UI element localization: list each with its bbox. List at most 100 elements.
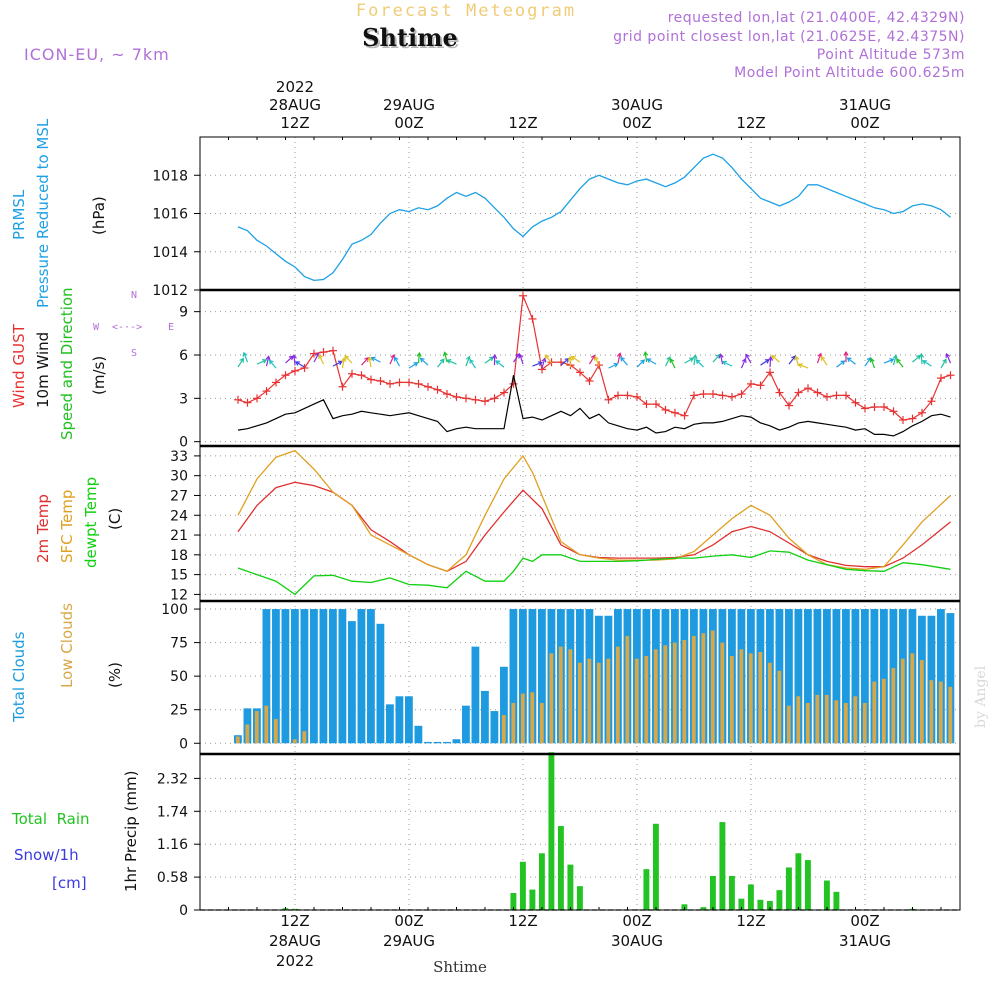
ytick-label: 1.74	[157, 804, 188, 820]
total-cloud-bar	[861, 609, 869, 744]
rain-bar	[795, 853, 802, 910]
wind-arrow-head	[344, 355, 350, 360]
rain-bar	[510, 892, 517, 910]
wind-arrow-head	[537, 361, 543, 367]
low-cloud-bar	[596, 662, 601, 744]
wind-arrow-head	[370, 356, 376, 362]
total-cloud-bar	[414, 725, 423, 744]
ytick-label: 21	[170, 528, 188, 544]
wind-arrow	[484, 356, 494, 364]
location-title-shadow: Shtime	[364, 25, 460, 54]
ytick-label: 6	[179, 348, 188, 364]
wind-arrow	[361, 357, 369, 366]
ytick-label: 1016	[152, 207, 188, 223]
wind-unit: (m/s)	[90, 356, 108, 395]
pressure-ylabel: PRMSL Pressure Reduced to MSL	[10, 118, 52, 308]
rain-bar	[738, 898, 745, 910]
time-label-bottom: 28AUG	[269, 932, 321, 950]
total-cloud-bar	[785, 609, 793, 744]
low-cloud-bar	[748, 653, 753, 744]
time-label-top: 00Z	[394, 114, 423, 132]
dewtemp-line	[237, 550, 951, 596]
wind-arrow	[443, 352, 448, 363]
wind-arrow-head	[692, 354, 698, 360]
product-title: Forecast Meteogram	[356, 1, 576, 21]
rain-bar	[823, 880, 830, 910]
wind-ylabel: 10m Wind	[34, 332, 52, 408]
time-label-top: 12Z	[280, 114, 309, 132]
ytick-label: 27	[170, 488, 188, 504]
ytick-label: 33	[170, 449, 188, 465]
wind-arrow	[892, 355, 897, 366]
temp2m-line	[237, 481, 951, 573]
wind-arrow-head	[840, 360, 846, 366]
low-cloud-bar	[682, 639, 687, 744]
wind-arrow	[447, 359, 457, 365]
ytick-label: 18	[170, 548, 188, 564]
wind-arrow-head	[643, 351, 649, 357]
wind-arrow-head	[646, 358, 652, 363]
wind-arrow	[394, 357, 401, 367]
compass-arrows: <-·->	[112, 322, 142, 333]
wind-arrow-head	[745, 353, 750, 359]
wind-arrow	[285, 355, 294, 364]
low-cloud-bar	[653, 649, 658, 744]
wind-arrow	[265, 356, 270, 367]
wind-arrow	[684, 357, 694, 364]
low-cloud-bar	[729, 656, 734, 744]
wind-arrow	[864, 357, 872, 367]
rain-bar	[519, 861, 526, 910]
rain-bar	[776, 890, 783, 910]
low-cloud-bar	[720, 642, 725, 744]
low-cloud-bar	[691, 635, 696, 744]
wind-arrow-head	[942, 358, 947, 364]
low-cloud-bar	[739, 649, 744, 744]
wind-arrow-head	[288, 355, 294, 361]
low-cloud-bar	[919, 660, 924, 744]
wind-arrow-head	[265, 355, 271, 361]
compass-rose: N S W E <-·->	[93, 290, 174, 359]
wind-arrow-head	[945, 352, 951, 358]
wind-arrow	[469, 359, 477, 369]
time-label-bottom: 00Z	[850, 912, 879, 930]
total-cloud-bar	[842, 609, 850, 744]
wind-arrow-head	[567, 355, 573, 361]
low-cloud-bar	[862, 703, 867, 744]
wind-arrow	[344, 355, 353, 364]
wind-arrow-head	[413, 362, 419, 367]
compass-e: E	[168, 322, 174, 333]
wind-arrow	[295, 361, 305, 368]
wind-arrow	[594, 356, 600, 367]
low-cloud-bar	[843, 703, 848, 744]
wind-arrow	[771, 355, 780, 363]
wind-arrow-head	[419, 357, 425, 363]
wind-arrow	[256, 359, 267, 365]
low-cloud-bar	[520, 693, 525, 744]
ytick-label: 25	[170, 703, 188, 719]
wind-arrow	[693, 355, 696, 366]
low-cloud-bar	[625, 635, 630, 744]
total-cloud-bar	[538, 609, 546, 744]
low-cloud-bar	[530, 692, 535, 744]
ytick-label: 1.16	[157, 837, 188, 853]
wind-arrow	[696, 359, 704, 368]
wind-arrow	[644, 352, 648, 363]
low-cloud-bar	[701, 633, 706, 744]
low-cloud-bar	[539, 703, 544, 744]
wind-arrow	[368, 357, 372, 368]
total-cloud-bar	[528, 609, 537, 744]
wind-arrow-head	[291, 354, 297, 360]
ytick-label: 12	[170, 587, 188, 603]
wind-arrow	[417, 353, 420, 364]
wind-arrow	[883, 358, 894, 364]
low-cloud-bar	[786, 705, 791, 744]
total-cloud-bar	[300, 609, 309, 744]
ytick-label: 0.58	[157, 870, 188, 886]
wind-arrow-head	[669, 358, 675, 364]
time-label-bottom: 00Z	[622, 912, 651, 930]
total-cloud-bar	[519, 609, 527, 744]
rain-bar	[291, 908, 298, 910]
pressure-ylabel-1: PRMSL	[10, 189, 28, 240]
time-label-top: 12Z	[736, 114, 765, 132]
